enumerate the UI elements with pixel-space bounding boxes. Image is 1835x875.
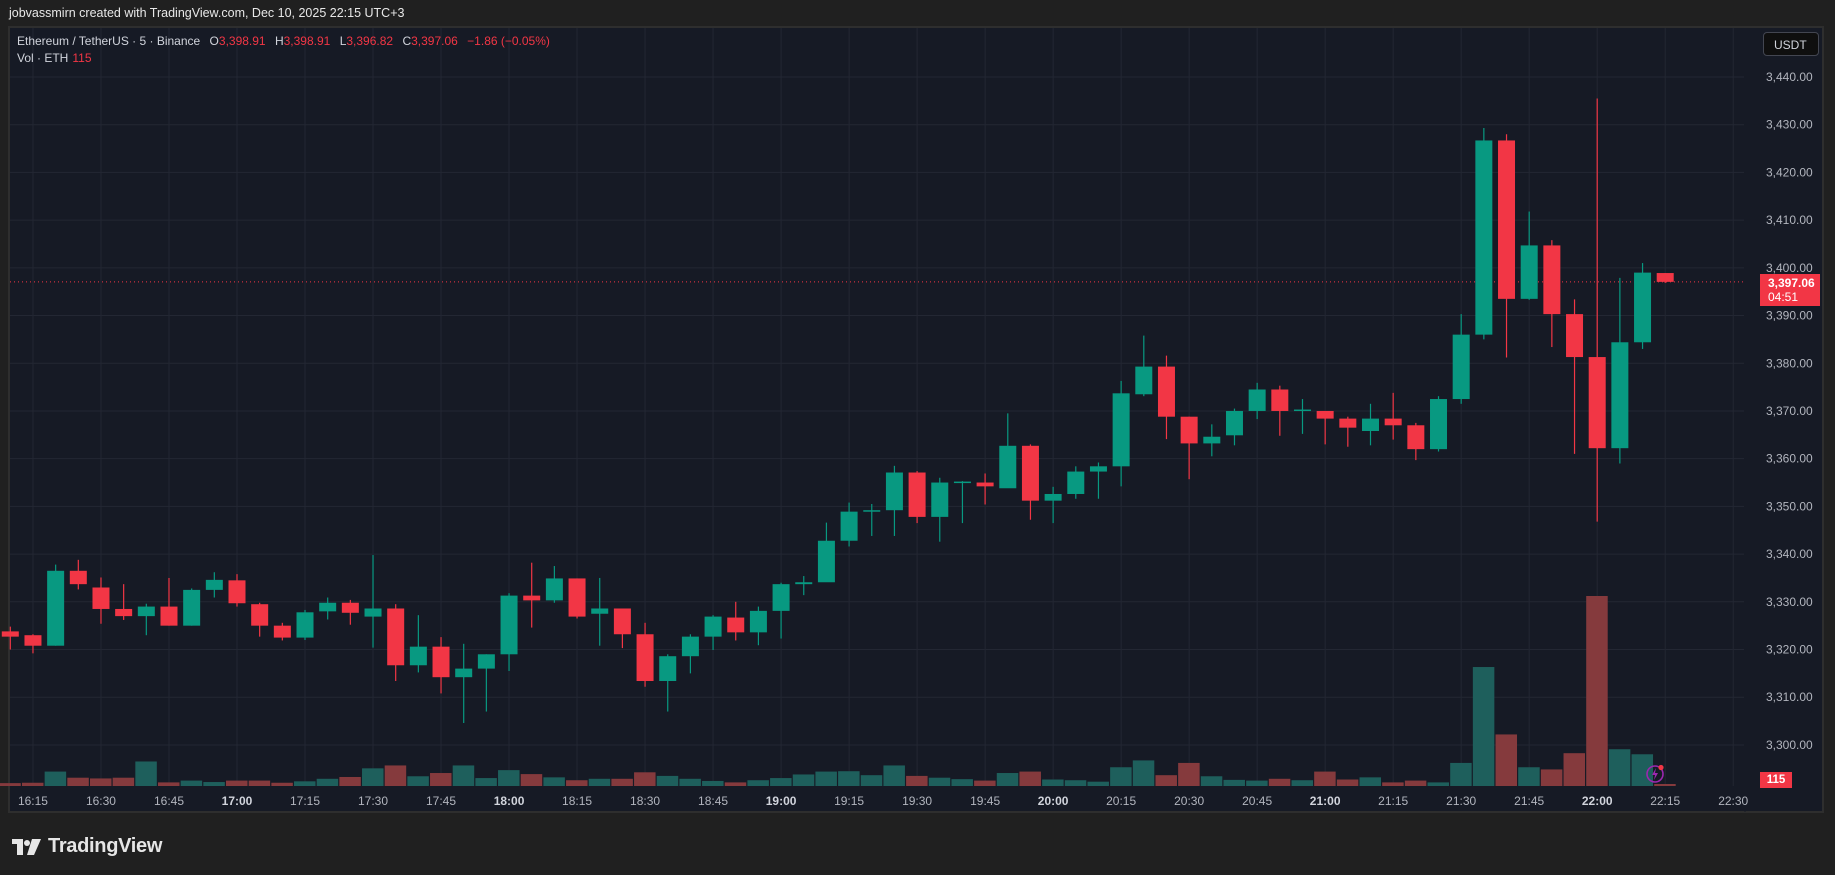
volume-value: 115 bbox=[72, 51, 92, 65]
bar-countdown: 04:51 bbox=[1768, 290, 1799, 304]
open-value: 3,398.91 bbox=[218, 34, 266, 48]
currency-button[interactable]: USDT bbox=[1763, 32, 1819, 56]
svg-text:17:45: 17:45 bbox=[426, 794, 456, 808]
high-label: H bbox=[274, 34, 284, 48]
svg-text:3,340.00: 3,340.00 bbox=[1766, 547, 1813, 561]
close-label: C bbox=[402, 34, 412, 48]
last-price-value: 3,397.06 bbox=[1768, 276, 1815, 290]
svg-text:21:15: 21:15 bbox=[1378, 794, 1408, 808]
svg-text:3,390.00: 3,390.00 bbox=[1766, 309, 1813, 323]
svg-text:22:00: 22:00 bbox=[1582, 794, 1613, 808]
svg-text:21:00: 21:00 bbox=[1310, 794, 1341, 808]
svg-text:16:30: 16:30 bbox=[86, 794, 116, 808]
chart-frame[interactable] bbox=[8, 26, 1824, 813]
svg-text:22:30: 22:30 bbox=[1718, 794, 1748, 808]
symbol-legend[interactable]: Ethereum / TetherUS · 5 · Binance O3,398… bbox=[17, 34, 550, 48]
svg-text:18:15: 18:15 bbox=[562, 794, 592, 808]
tradingview-logo-icon bbox=[12, 838, 41, 855]
candles bbox=[1, 98, 1674, 723]
volume-legend[interactable]: Vol · ETH 115 bbox=[17, 51, 92, 65]
svg-text:3,440.00: 3,440.00 bbox=[1766, 70, 1813, 84]
chart-grid bbox=[10, 28, 1746, 812]
svg-text:3,370.00: 3,370.00 bbox=[1766, 404, 1813, 418]
svg-text:3,400.00: 3,400.00 bbox=[1766, 261, 1813, 275]
close-value: 3,397.06 bbox=[411, 34, 458, 48]
svg-text:17:15: 17:15 bbox=[290, 794, 320, 808]
svg-text:18:30: 18:30 bbox=[630, 794, 660, 808]
high-value: 3,398.91 bbox=[283, 34, 331, 48]
svg-text:3,410.00: 3,410.00 bbox=[1766, 213, 1813, 227]
volume-tag: 115 bbox=[1760, 772, 1792, 788]
symbol-name[interactable]: Ethereum / TetherUS · 5 · Binance bbox=[17, 34, 201, 48]
svg-text:3,320.00: 3,320.00 bbox=[1766, 643, 1813, 657]
svg-text:3,420.00: 3,420.00 bbox=[1766, 165, 1813, 179]
svg-text:18:00: 18:00 bbox=[494, 794, 525, 808]
svg-text:18:45: 18:45 bbox=[698, 794, 728, 808]
change-value: −1.86 (−0.05%) bbox=[467, 34, 550, 48]
svg-text:19:45: 19:45 bbox=[970, 794, 1000, 808]
chart-caption: jobvassmirn created with TradingView.com… bbox=[9, 6, 405, 20]
svg-text:19:15: 19:15 bbox=[834, 794, 864, 808]
svg-text:3,380.00: 3,380.00 bbox=[1766, 356, 1813, 370]
svg-text:17:30: 17:30 bbox=[358, 794, 388, 808]
lightning-icon[interactable] bbox=[1645, 763, 1665, 783]
svg-text:3,310.00: 3,310.00 bbox=[1766, 690, 1813, 704]
svg-text:16:45: 16:45 bbox=[154, 794, 184, 808]
svg-text:3,330.00: 3,330.00 bbox=[1766, 595, 1813, 609]
svg-text:20:00: 20:00 bbox=[1038, 794, 1069, 808]
svg-text:20:15: 20:15 bbox=[1106, 794, 1136, 808]
low-label: L bbox=[339, 34, 347, 48]
svg-text:19:00: 19:00 bbox=[766, 794, 797, 808]
price-axis[interactable]: 3,440.00 3,430.00 3,420.00 3,410.00 3,400.00… bbox=[1766, 70, 1813, 752]
svg-text:21:30: 21:30 bbox=[1446, 794, 1476, 808]
svg-text:20:45: 20:45 bbox=[1242, 794, 1272, 808]
svg-text:3,350.00: 3,350.00 bbox=[1766, 499, 1813, 513]
svg-text:3,360.00: 3,360.00 bbox=[1766, 452, 1813, 466]
open-label: O bbox=[209, 34, 219, 48]
time-axis[interactable]: 16:15 16:30 16:45 17:00 17:15 17:30 17:45 18:00… bbox=[18, 794, 1749, 808]
svg-text:3,430.00: 3,430.00 bbox=[1766, 118, 1813, 132]
svg-text:22:15: 22:15 bbox=[1650, 794, 1680, 808]
low-value: 3,396.82 bbox=[346, 34, 394, 48]
svg-text:16:15: 16:15 bbox=[18, 794, 48, 808]
last-price-tag: 3,397.06 04:51 bbox=[1760, 274, 1820, 306]
svg-text:3,300.00: 3,300.00 bbox=[1766, 738, 1813, 752]
volume-bars bbox=[0, 596, 1676, 786]
tradingview-logo[interactable]: TradingView bbox=[12, 835, 162, 858]
svg-text:21:45: 21:45 bbox=[1514, 794, 1544, 808]
brand-name: TradingView bbox=[48, 835, 163, 857]
svg-text:17:00: 17:00 bbox=[222, 794, 253, 808]
volume-label: Vol · ETH bbox=[17, 51, 69, 65]
svg-text:19:30: 19:30 bbox=[902, 794, 932, 808]
svg-text:20:30: 20:30 bbox=[1174, 794, 1204, 808]
